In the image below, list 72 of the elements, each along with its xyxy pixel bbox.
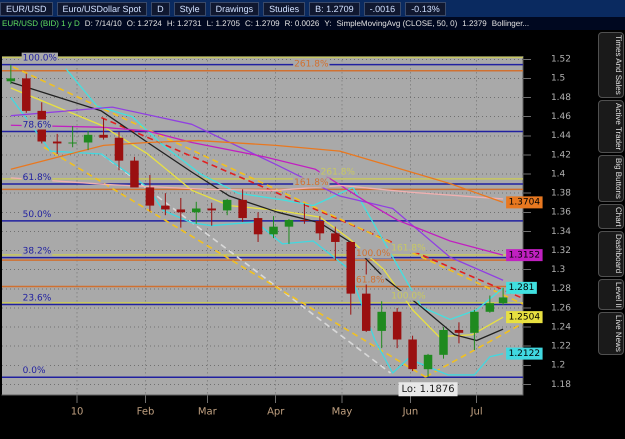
annotation: 100.0% bbox=[356, 248, 391, 259]
x-tick-label: Jul bbox=[470, 406, 483, 418]
annotation: 100.0% bbox=[22, 53, 58, 64]
annotation: 61.8% bbox=[356, 275, 386, 286]
y-tick-label: 1.18 bbox=[550, 380, 572, 390]
x-tick-label: Mar bbox=[198, 406, 218, 418]
chart-title: EUR/USD (BID) 1 y D bbox=[1, 19, 81, 28]
text: SimpleMovingAvg (CLOSE, 50, 0) bbox=[335, 19, 458, 28]
y-tick-label: 1.22 bbox=[550, 342, 572, 352]
y-tick-label: 1.32 bbox=[550, 246, 572, 256]
y-tick-label: 1.24 bbox=[550, 322, 572, 332]
y-tick-label: 1.38 bbox=[550, 188, 572, 199]
text: -0.13% bbox=[405, 2, 446, 16]
text: C: 1.2709 bbox=[244, 19, 281, 28]
text: D bbox=[151, 2, 170, 16]
text: B: 1.2709 bbox=[309, 2, 360, 16]
text: Y: bbox=[323, 19, 332, 28]
y-tick-label: 1.3 bbox=[550, 265, 566, 276]
x-tick-label: 10 bbox=[70, 406, 84, 418]
text: 1.2379 bbox=[461, 19, 488, 28]
annotation: 23.6% bbox=[22, 293, 52, 304]
y-tick-label: 1.52 bbox=[550, 54, 572, 65]
y-tick-label: 1.5 bbox=[550, 74, 566, 84]
annotation: 61.8% bbox=[22, 172, 52, 183]
x-tick-label: Apr bbox=[267, 406, 286, 418]
annotation: 50.0% bbox=[22, 210, 52, 220]
annotation: 1.281 bbox=[508, 283, 534, 294]
text: O: 1.2724 bbox=[126, 19, 163, 28]
annotation: 0.0% bbox=[22, 366, 46, 376]
y-tick-label: 1.28 bbox=[550, 284, 572, 294]
text: L: 1.2705 bbox=[206, 19, 241, 28]
text: Active Trader bbox=[598, 100, 624, 153]
annotation: 1.3152 bbox=[508, 250, 540, 261]
annotation: 1.2122 bbox=[508, 349, 540, 360]
y-tick-label: 1.42 bbox=[550, 150, 572, 160]
annotation: 1.3704 bbox=[508, 198, 540, 208]
y-tick-label: 1.44 bbox=[550, 131, 572, 142]
text: Euro/USDollar Spot bbox=[56, 2, 148, 16]
text: Level II bbox=[598, 278, 624, 310]
x-tick-label: Feb bbox=[136, 406, 154, 418]
annotation: 78.6% bbox=[22, 120, 52, 130]
y-tick-label: 1.2 bbox=[550, 360, 566, 371]
text: Chart bbox=[598, 204, 624, 230]
x-tick-label: May bbox=[332, 406, 352, 418]
text: D: 7/14/10 bbox=[84, 19, 123, 28]
x-tick-label: Jun bbox=[402, 406, 418, 418]
text: H: 1.2731 bbox=[166, 19, 203, 28]
annotation: Lo: 1.1876 bbox=[402, 384, 455, 395]
text: Drawings bbox=[210, 2, 260, 16]
y-tick-label: 1.34 bbox=[550, 226, 572, 237]
text: -.0016 bbox=[364, 2, 402, 16]
text: Studies bbox=[263, 2, 306, 16]
annotation: 100.0% bbox=[391, 292, 426, 302]
y-tick-label: 1.46 bbox=[550, 112, 572, 122]
text: EUR/USD bbox=[0, 2, 53, 16]
annotation: 1.2504 bbox=[508, 312, 540, 322]
y-tick-label: 1.36 bbox=[550, 208, 572, 218]
annotation: 261.8% bbox=[294, 60, 329, 70]
annotation: 161.8% bbox=[294, 178, 329, 188]
text: Style bbox=[174, 2, 206, 16]
y-tick-label: 1.26 bbox=[550, 303, 572, 314]
text: Times And Sales bbox=[598, 32, 624, 98]
annotation: 161.8% bbox=[391, 244, 426, 254]
text: Live News bbox=[598, 312, 624, 356]
y-tick-label: 1.48 bbox=[550, 92, 572, 103]
text: Big Buttons bbox=[598, 154, 624, 202]
y-tick-label: 1.4 bbox=[550, 169, 566, 180]
annotation: 261.8% bbox=[320, 168, 356, 178]
text: Dashboard bbox=[598, 231, 624, 276]
text: Bollinger... bbox=[490, 19, 530, 28]
annotation: 38.2% bbox=[22, 246, 52, 256]
text: R: 0.0026 bbox=[284, 19, 320, 28]
